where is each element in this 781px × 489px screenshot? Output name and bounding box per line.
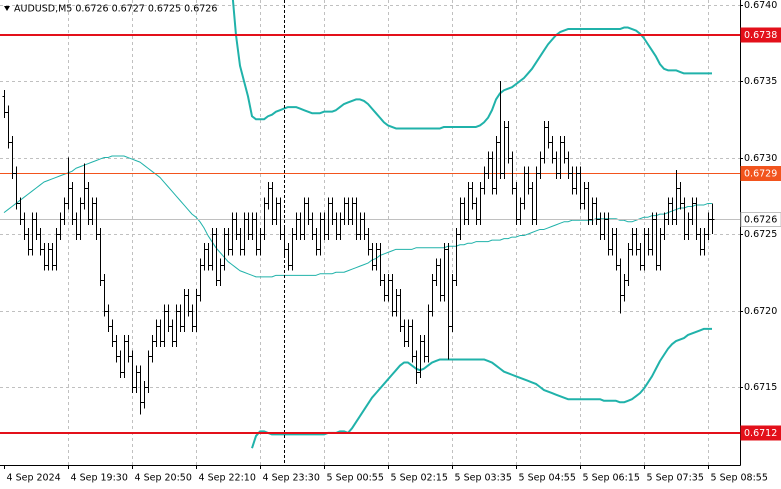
level-label: 0.6738 bbox=[744, 30, 777, 41]
x-tick-label: 5 Sep 07:35 bbox=[647, 473, 704, 484]
x-tick-label: 5 Sep 08:55 bbox=[711, 473, 768, 484]
hline-layer bbox=[0, 34, 740, 434]
band-line bbox=[231, 0, 712, 130]
x-tick-label: 5 Sep 06:15 bbox=[583, 473, 640, 484]
level-label-box bbox=[740, 27, 781, 43]
y-tick-label: 0.6730 bbox=[744, 153, 777, 164]
level-label-box bbox=[740, 212, 781, 227]
symbol-marker bbox=[4, 6, 10, 11]
x-tick-label: 4 Sep 20:50 bbox=[135, 473, 192, 484]
y-tick-label: 0.6735 bbox=[744, 76, 777, 87]
x-tick-label: 4 Sep 2024 bbox=[7, 473, 61, 484]
y-tick-label: 0.6720 bbox=[744, 306, 777, 317]
level-label-box bbox=[740, 166, 781, 181]
x-tick-label: 4 Sep 23:30 bbox=[263, 473, 320, 484]
level-label: 0.6726 bbox=[744, 215, 777, 226]
label-layer: 0.6740 0.6735 0.6730 0.6725 0.6720 0.6715 4 Se… bbox=[4, 0, 781, 484]
y-tick-label: 0.6725 bbox=[744, 229, 777, 240]
x-tick-label: 5 Sep 03:35 bbox=[455, 473, 512, 484]
x-tick-label: 5 Sep 04:55 bbox=[519, 473, 576, 484]
chart-title: AUDUSD,M5 0.6726 0.6727 0.6725 0.6726 bbox=[14, 4, 217, 15]
bar-layer bbox=[2, 81, 715, 415]
level-label: 0.6712 bbox=[744, 428, 777, 439]
x-tick-label: 4 Sep 22:10 bbox=[199, 473, 256, 484]
x-tick-label: 4 Sep 19:30 bbox=[71, 473, 128, 484]
level-label: 0.6729 bbox=[744, 169, 777, 180]
x-tick-label: 5 Sep 00:55 bbox=[327, 473, 384, 484]
level-label-box bbox=[740, 425, 781, 441]
y-tick-label: 0.6715 bbox=[744, 382, 777, 393]
x-tick-label: 5 Sep 02:15 bbox=[391, 473, 448, 484]
y-tick-label: 0.6740 bbox=[744, 0, 777, 11]
